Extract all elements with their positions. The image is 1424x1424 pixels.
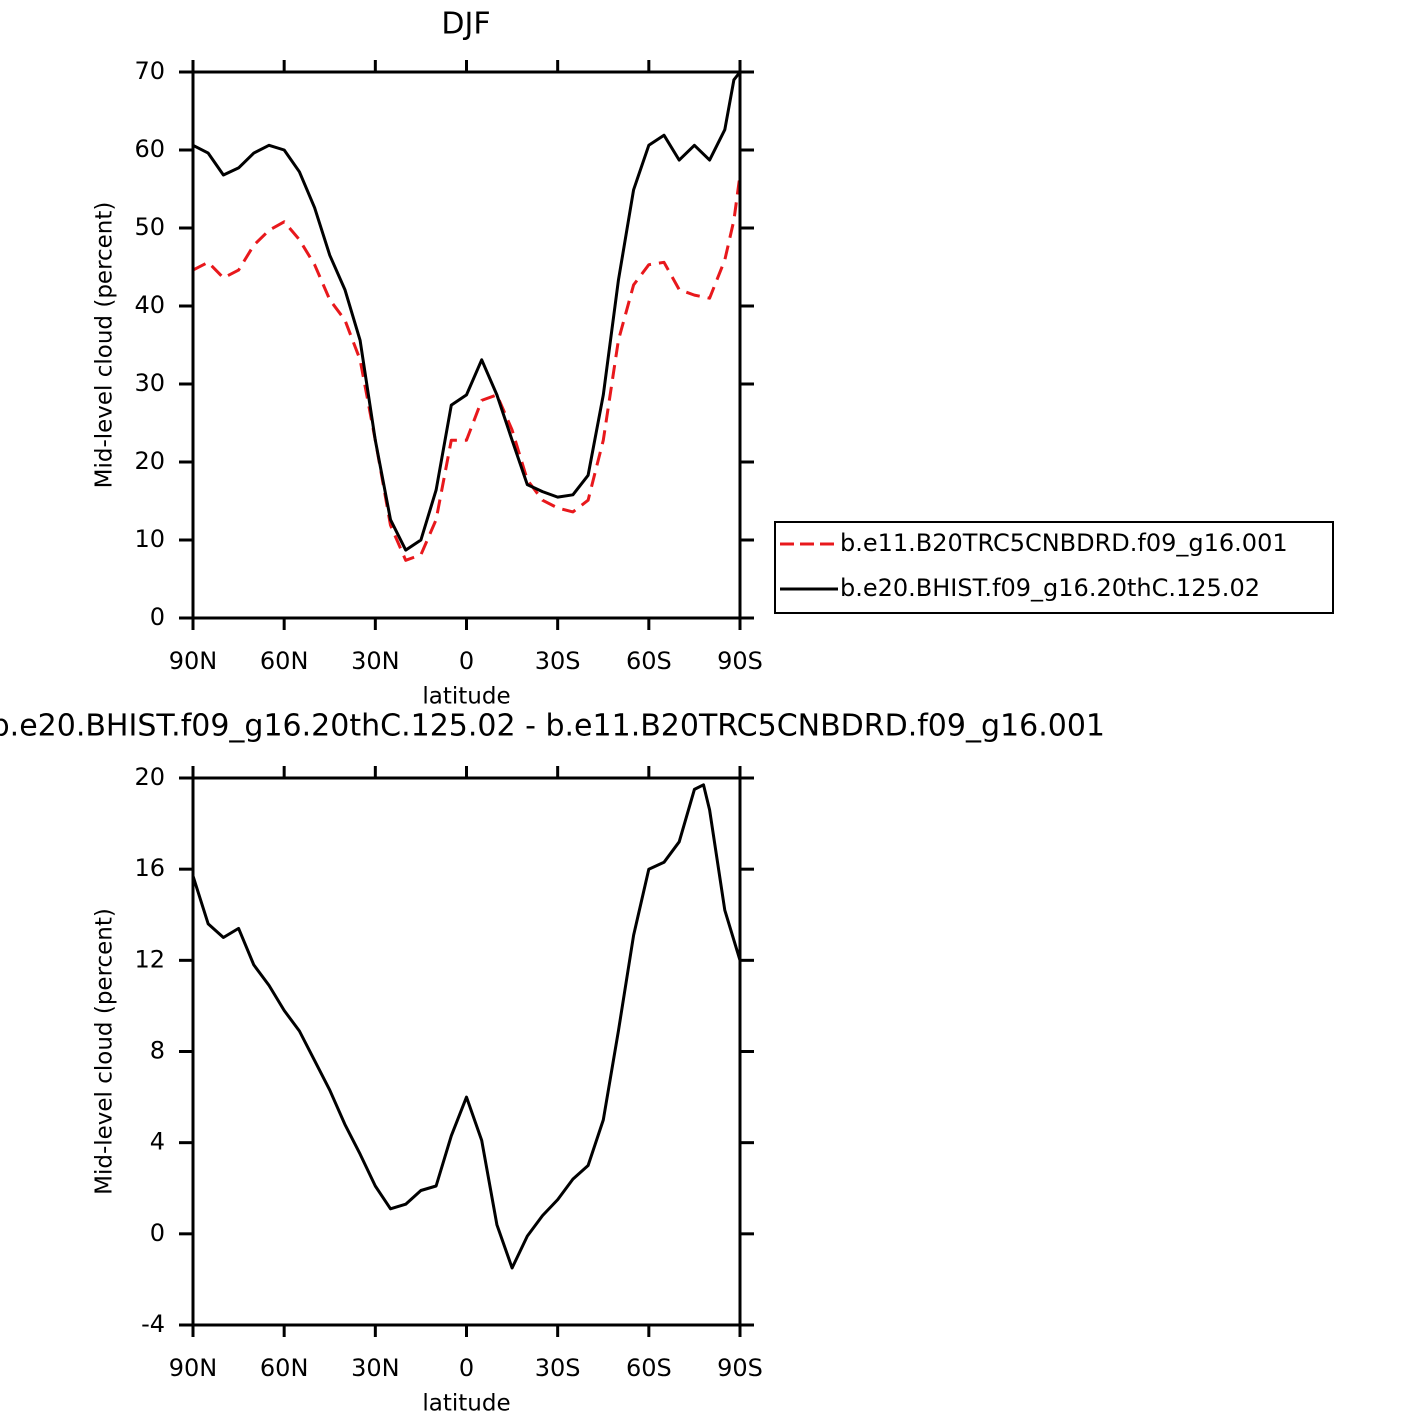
x-axis-label: latitude — [422, 684, 510, 710]
x-tick-label: 30N — [351, 647, 400, 675]
x-axis-label: latitude — [422, 1391, 510, 1417]
y-tick-label: 8 — [150, 1037, 165, 1065]
y-tick-label: 70 — [134, 57, 165, 85]
y-tick-label: 4 — [150, 1128, 165, 1156]
x-tick-label: 90N — [169, 1354, 218, 1382]
x-tick-label: 60N — [260, 647, 309, 675]
chart-title: b.e20.BHIST.f09_g16.20thC.125.02 - b.e11… — [0, 709, 1105, 744]
y-tick-label: 16 — [134, 854, 165, 882]
x-tick-label: 60N — [260, 1354, 309, 1382]
chart-title: DJF — [441, 7, 490, 42]
y-tick-label: -4 — [141, 1310, 165, 1338]
legend-label: b.e11.B20TRC5CNBDRD.f09_g16.001 — [840, 529, 1288, 557]
plot-frame — [191, 776, 742, 1327]
legend-label: b.e20.BHIST.f09_g16.20thC.125.02 — [840, 574, 1260, 602]
x-tick-label: 0 — [459, 647, 474, 675]
data-line — [191, 783, 742, 1270]
y-tick-label: 20 — [134, 763, 165, 791]
y-axis-label: Mid-level cloud (percent) — [92, 202, 118, 489]
data-line — [192, 71, 742, 552]
y-tick-label: 40 — [134, 291, 165, 319]
y-tick-label: 10 — [134, 525, 165, 553]
y-tick-label: 20 — [134, 447, 165, 475]
y-tick-label: 60 — [134, 135, 165, 163]
x-tick-label: 90S — [717, 647, 763, 675]
x-tick-label: 90N — [169, 647, 218, 675]
legend-box — [774, 521, 1334, 614]
y-tick-label: 30 — [134, 369, 165, 397]
y-tick-label: 0 — [150, 1219, 165, 1247]
y-tick-label: 50 — [134, 213, 165, 241]
x-tick-label: 60S — [626, 1354, 672, 1382]
x-tick-label: 30N — [351, 1354, 400, 1382]
y-tick-label: 0 — [150, 603, 165, 631]
data-line — [192, 174, 742, 562]
y-tick-label: 12 — [134, 945, 165, 973]
plot-frame — [191, 70, 742, 620]
x-tick-label: 30S — [535, 1354, 581, 1382]
y-axis-label: Mid-level cloud (percent) — [92, 908, 118, 1195]
x-tick-label: 30S — [535, 647, 581, 675]
x-tick-label: 60S — [626, 647, 672, 675]
x-tick-label: 0 — [459, 1354, 474, 1382]
x-tick-label: 90S — [717, 1354, 763, 1382]
